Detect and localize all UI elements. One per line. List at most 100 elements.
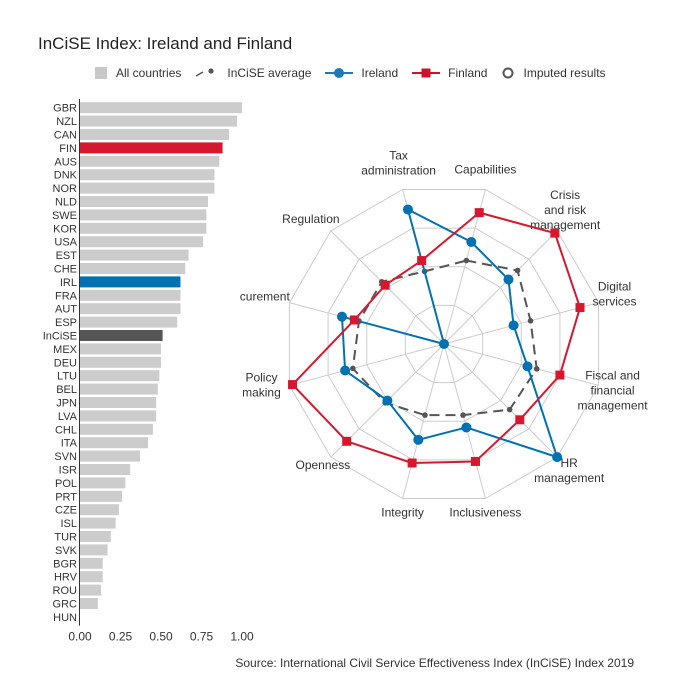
bar-fin[interactable] (80, 142, 223, 154)
radar-point-ireland[interactable] (413, 434, 424, 445)
radar-axis-label: Tax administration (361, 148, 436, 177)
bar-category-label: CHL (55, 424, 77, 436)
bar-jpn[interactable] (80, 397, 157, 408)
bar-can[interactable] (80, 129, 230, 140)
radar-point-finland[interactable] (342, 436, 352, 446)
radar-point-ireland[interactable] (552, 452, 563, 463)
bar-lva[interactable] (80, 410, 157, 422)
bar-prt[interactable] (80, 490, 123, 502)
bar-irl[interactable] (80, 276, 181, 288)
radar-point-ireland[interactable] (522, 361, 533, 372)
radar-point-incise-average[interactable] (460, 412, 466, 418)
radar-point-finland[interactable] (417, 256, 427, 266)
bar-category-label: FIN (59, 143, 77, 155)
radar-point-incise-average[interactable] (463, 257, 470, 264)
legend-item-all-countries[interactable]: All countries (94, 66, 181, 80)
bar-nzl[interactable] (80, 115, 238, 127)
legend-label: InCiSE average (227, 66, 312, 80)
radar-series-finland[interactable] (291, 211, 582, 465)
bar-swe[interactable] (80, 209, 207, 221)
radar-point-ireland[interactable] (466, 236, 477, 247)
bar-x-tick-label: 0.75 (190, 630, 214, 644)
bar-category-label: SVN (54, 451, 77, 463)
radar-point-incise-average[interactable] (506, 406, 513, 413)
bar-cze[interactable] (80, 504, 119, 516)
radar-spoke (443, 302, 599, 345)
bar-grc[interactable] (80, 598, 98, 609)
bar-dnk[interactable] (80, 169, 215, 181)
radar-point-incise-average[interactable] (422, 412, 428, 418)
legend-item-finland[interactable]: Finland (412, 66, 487, 80)
radar-point-ireland[interactable] (340, 365, 351, 376)
bar-hrv[interactable] (80, 571, 103, 583)
bar-mex[interactable] (80, 343, 161, 355)
radar-point-incise-average[interactable] (514, 267, 521, 274)
bar-category-label: PRT (55, 491, 77, 503)
source-note: Source: International Civil Service Effe… (235, 656, 634, 670)
radar-point-finland[interactable] (550, 228, 560, 238)
bar-nld[interactable] (80, 196, 208, 207)
radar-series-ireland[interactable] (340, 208, 559, 459)
legend-item-incise-average[interactable]: InCiSE average (195, 66, 311, 80)
bar-tur[interactable] (80, 531, 111, 542)
bar-svk[interactable] (80, 544, 108, 556)
bar-category-label: ITA (61, 438, 78, 450)
radar-axis-label: Procurement (240, 290, 290, 304)
bar-category-label: BGR (53, 558, 77, 570)
radar-point-finland[interactable] (380, 280, 390, 290)
radar-point-incise-average[interactable] (350, 365, 356, 372)
radar-point-finland[interactable] (288, 380, 298, 390)
radar-point-ireland[interactable] (508, 320, 519, 331)
bar-svn[interactable] (80, 450, 140, 462)
bar-category-label: IRL (60, 277, 77, 289)
bar-category-label: MEX (53, 344, 78, 356)
radar-axis-label: Digital services (593, 280, 637, 309)
bar-gbr[interactable] (80, 102, 242, 114)
radar-point-finland[interactable] (575, 303, 585, 313)
bar-bel[interactable] (80, 383, 158, 395)
bar-est[interactable] (80, 249, 189, 261)
radar-point-finland[interactable] (474, 208, 484, 218)
bar-chl[interactable] (80, 423, 153, 435)
bar-isr[interactable] (80, 464, 131, 475)
radar-point-ireland[interactable] (439, 339, 449, 349)
bar-aus[interactable] (80, 155, 220, 167)
bar-category-label: SVK (55, 545, 78, 557)
bar-usa[interactable] (80, 236, 204, 248)
bar-category-label: LTU (57, 371, 77, 383)
bar-isl[interactable] (80, 517, 116, 529)
bar-bgr[interactable] (80, 557, 103, 569)
radar-point-ireland[interactable] (402, 204, 413, 215)
radar-chart: Capabilities Crisis and risk management Digi… (240, 148, 648, 519)
radar-point-ireland[interactable] (336, 311, 347, 322)
bar-rou[interactable] (80, 584, 102, 596)
radar-spoke (289, 343, 445, 386)
legend-item-ireland[interactable]: Ireland (325, 66, 398, 80)
bar-ltu[interactable] (80, 370, 160, 382)
radar-point-incise-average[interactable] (533, 366, 540, 372)
radar-point-finland[interactable] (349, 315, 359, 325)
radar-point-finland[interactable] (470, 456, 480, 466)
radar-point-finland[interactable] (555, 370, 565, 380)
radar-point-ireland[interactable] (461, 422, 472, 433)
radar-point-ireland[interactable] (503, 274, 514, 285)
bar-category-label: ESP (55, 317, 77, 329)
bar-incise[interactable] (80, 330, 163, 341)
bar-aut[interactable] (80, 303, 181, 315)
bar-nor[interactable] (80, 182, 215, 194)
bar-fra[interactable] (80, 289, 181, 301)
legend-item-imputed[interactable]: Imputed results (501, 66, 606, 80)
radar-point-ireland[interactable] (382, 395, 393, 406)
radar-point-incise-average[interactable] (527, 318, 534, 324)
bar-pol[interactable] (80, 477, 126, 489)
radar-point-finland[interactable] (407, 458, 417, 468)
bar-ita[interactable] (80, 437, 149, 449)
bar-che[interactable] (80, 263, 186, 274)
bar-category-label: KOR (53, 223, 77, 235)
bar-deu[interactable] (80, 356, 161, 368)
radar-point-finland[interactable] (515, 415, 525, 425)
bar-kor[interactable] (80, 222, 207, 234)
bar-esp[interactable] (80, 316, 178, 328)
bar-category-label: LVA (58, 411, 78, 423)
radar-spoke (443, 343, 486, 499)
